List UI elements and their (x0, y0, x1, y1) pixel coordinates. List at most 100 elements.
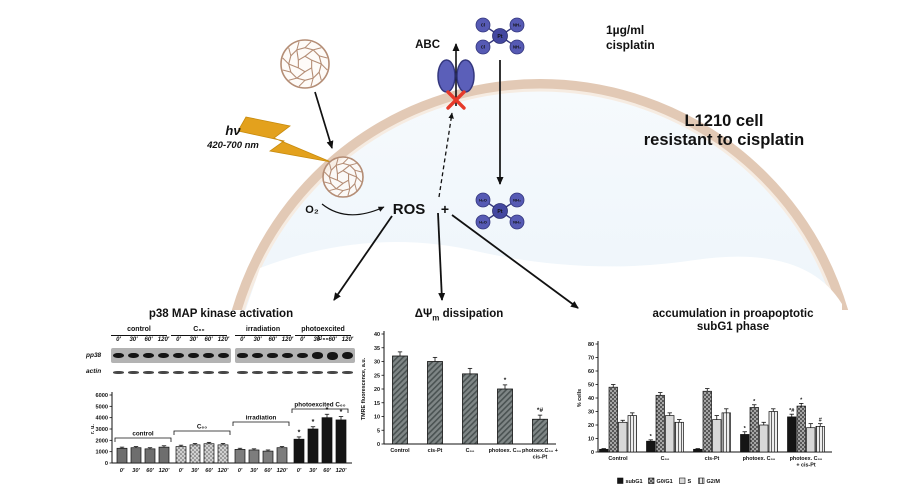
fullerene-mesh (288, 77, 297, 81)
bar (608, 386, 618, 453)
plus-sign: + (441, 201, 449, 217)
significance-star: *# (537, 407, 544, 414)
pt-label: Pt (497, 209, 502, 215)
legend-label: S (688, 479, 692, 485)
abc-transporter-right (456, 59, 475, 93)
fullerene-mesh (298, 79, 306, 87)
bar (116, 447, 128, 464)
x-tick-label: 120' (218, 468, 229, 474)
actin-band (188, 371, 199, 374)
y-tick-label: 80 (588, 342, 594, 348)
hv-label: hν (225, 123, 241, 138)
fullerene-mesh (348, 173, 357, 178)
blot-membrane-strip (111, 348, 231, 363)
x-tick-label: photoex. C₆₀ (790, 456, 823, 462)
actin-band (173, 371, 184, 374)
y-tick-label: 0 (377, 442, 380, 448)
bar (787, 416, 797, 453)
fullerene-mesh (354, 169, 362, 173)
group-bracket (114, 437, 172, 442)
x-tick-label: Control (390, 448, 410, 454)
bar (335, 419, 347, 464)
blot-group-label: C₆₀ (171, 325, 227, 336)
x-tick-label: 60' (264, 468, 272, 474)
pp38-band (237, 353, 248, 358)
group-label: control (132, 431, 154, 438)
y-tick-label: 3000 (96, 427, 108, 433)
legend-swatch (617, 477, 624, 484)
cellcycle-title-line2: subG1 phase (696, 321, 770, 333)
y-tick-label: 30 (374, 360, 380, 366)
lightning-bolt-icon (237, 116, 332, 163)
bar (307, 428, 319, 464)
cisplatin-molecule-extracellular: Cl Cl NH₃ NH₃ Pt (475, 17, 525, 55)
pp38-band (267, 353, 278, 358)
blot-timepoint-label: 0' (300, 337, 305, 343)
fullerene-mesh (282, 69, 291, 73)
panel-p38-title: p38 MAP kinase activation (148, 308, 294, 320)
arrow-to-p38-panel (333, 215, 393, 301)
blot-membrane-strip (235, 348, 355, 363)
bar (740, 434, 750, 453)
bar (768, 411, 778, 453)
fullerene-mesh (354, 183, 358, 191)
fullerene-mesh (342, 164, 351, 172)
pp38-band (252, 352, 263, 359)
panel-cellcycle-title: accumulation in proapoptotic subG1 phase (572, 308, 894, 334)
y-tick-label: 50 (588, 383, 594, 389)
pp38-band (282, 352, 293, 359)
significance-star: * (340, 409, 343, 416)
y-axis-label: r. u. (90, 424, 96, 434)
bar (321, 417, 333, 464)
x-tick-label: 0' (120, 468, 125, 474)
fullerene-mesh (311, 67, 314, 79)
fullerene-mesh (296, 71, 306, 79)
legend-label: subG1 (626, 479, 643, 485)
x-tick-label: C₆₀ (466, 448, 475, 454)
chart-legend: subG1 G0/G1 S G2/M (617, 477, 720, 485)
x-tick-label: 60' (205, 468, 213, 474)
actin-band (297, 371, 308, 374)
fullerene-mesh (318, 72, 322, 81)
bar (665, 415, 675, 453)
y-tick-label: 60 (588, 369, 594, 375)
fullerene-mesh (337, 190, 344, 196)
fullerene-mesh (304, 41, 312, 49)
y-tick-label: 40 (374, 332, 380, 338)
pt-label: Pt (497, 34, 502, 40)
y-axis-label: % cells (577, 389, 583, 407)
tmre-title-sub: m (432, 313, 440, 323)
bar (646, 440, 656, 453)
wavelength-label: 420-700 nm (206, 140, 259, 151)
actin-band (113, 371, 124, 374)
blot-timepoint-label: 120' (157, 337, 170, 343)
tmre-title-pre: ΔΨ (414, 308, 433, 320)
bar (618, 421, 628, 453)
bar (158, 446, 170, 464)
fullerene-mesh (320, 63, 328, 71)
fullerene-mesh (311, 59, 322, 65)
pp38-band (143, 352, 154, 359)
bar (144, 448, 156, 464)
fullerene-mesh (296, 49, 299, 61)
ros-to-abc-dashed-arrow (438, 112, 454, 198)
fullerene-mesh (329, 176, 338, 181)
x-tick-label: 30' (250, 468, 258, 474)
blot-group-label: irradiation (235, 325, 291, 336)
x-tick-label: photoex.C₆₀ + (522, 448, 558, 454)
abc-label: ABC (415, 39, 440, 51)
legend-swatch (679, 477, 686, 484)
ligand-label: NH₃ (513, 220, 521, 225)
blot-timepoint-label: 0' (240, 337, 245, 343)
cellcycle-title-line1: accumulation in proapoptotic (652, 308, 814, 320)
singlet-oxygen-label: O₂ (305, 204, 319, 216)
bar (217, 444, 229, 464)
blot-timepoint-label: 120' (217, 337, 230, 343)
y-tick-label: 10 (588, 437, 594, 443)
pp38-band (297, 352, 308, 359)
fullerene-mesh (304, 49, 314, 57)
ligand-label: H₂O (479, 198, 487, 203)
panel-tmre: ΔΨm dissipation 0 5 10 15 20 25 30 35 40 TMRE flu… (356, 308, 562, 500)
